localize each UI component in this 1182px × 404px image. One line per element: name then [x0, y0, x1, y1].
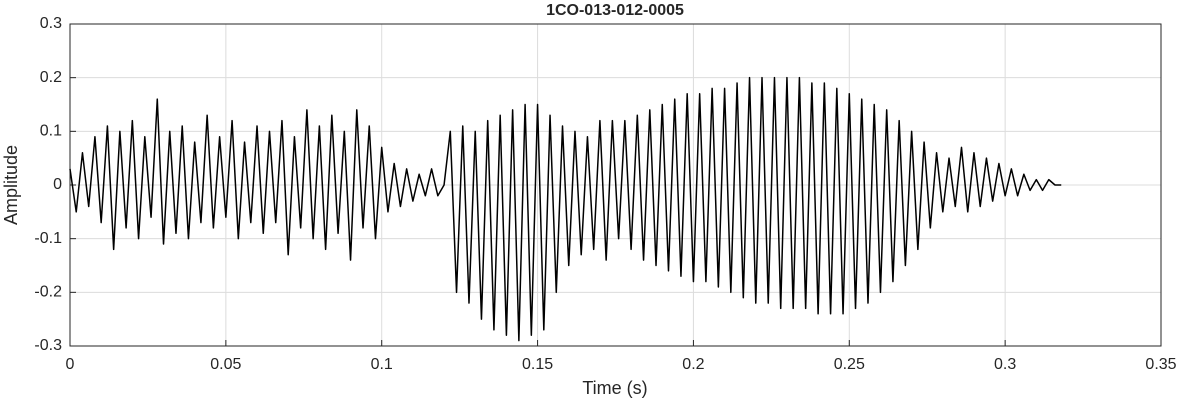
x-tick-label: 0.3: [994, 356, 1016, 373]
y-tick-label: -0.3: [34, 337, 62, 354]
y-tick-label: 0.1: [40, 123, 62, 140]
x-tick-label: 0.35: [1145, 356, 1176, 373]
y-tick-label: -0.2: [34, 284, 62, 301]
waveform-line: [69, 76, 1062, 342]
x-tick-label: 0.05: [210, 356, 241, 373]
y-tick-label: 0: [53, 176, 62, 193]
y-tick-label: 0.3: [40, 15, 62, 32]
x-tick-label: 0.1: [371, 356, 393, 373]
x-tick-label: 0.2: [682, 356, 704, 373]
plot-frame: [69, 23, 1162, 347]
x-axis-label: Time (s): [582, 378, 647, 398]
y-tick-label: 0.2: [40, 69, 62, 86]
y-tick-label: -0.1: [34, 230, 62, 247]
x-tick-label: 0.15: [522, 356, 553, 373]
chart-title: 1CO-013-012-0005: [546, 2, 684, 19]
x-tick-label: 0: [66, 356, 75, 373]
x-tick-label: 0.25: [834, 356, 865, 373]
y-axis-label: Amplitude: [1, 145, 21, 225]
